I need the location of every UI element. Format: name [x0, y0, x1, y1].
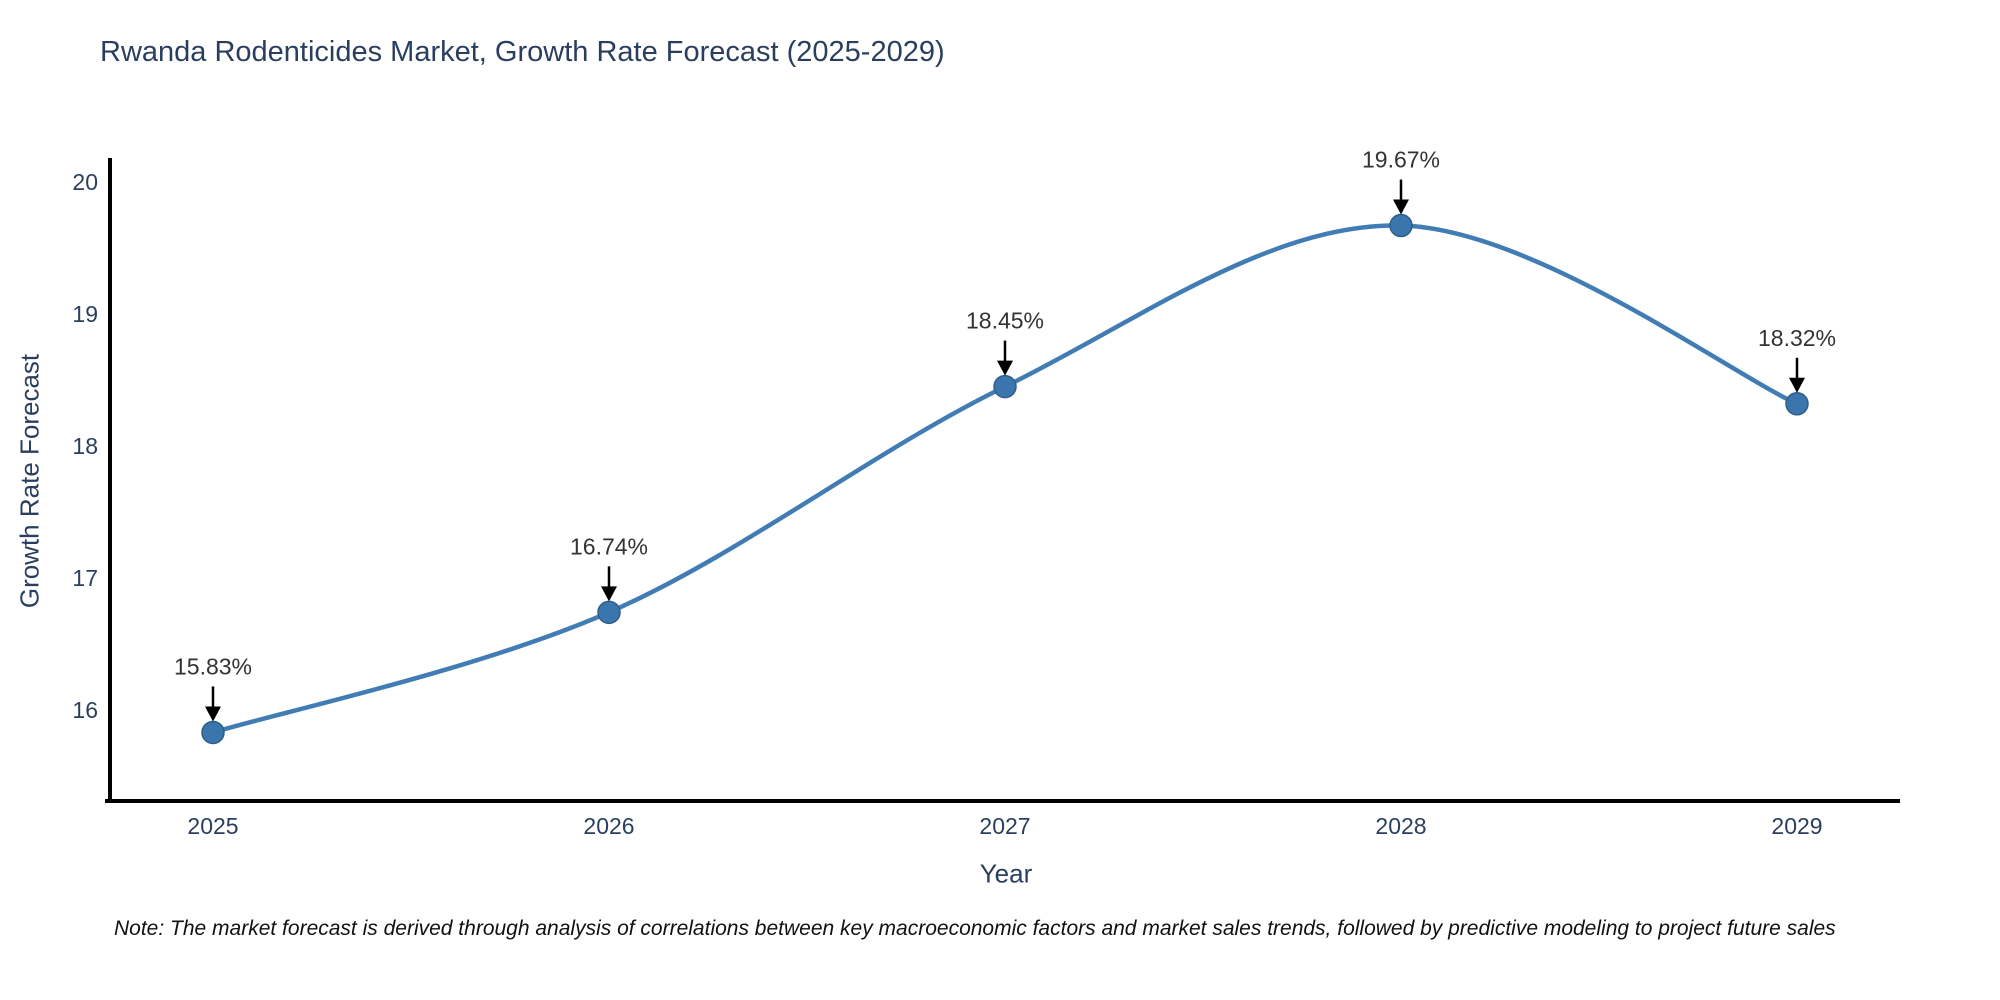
x-tick-label: 2028	[1375, 813, 1426, 839]
y-tick-label: 19	[72, 301, 98, 327]
tick-labels: 16 17 18 19 20 2025 2026 2027 2028 2029	[72, 169, 1822, 839]
data-point-marker[interactable]	[201, 720, 225, 745]
annotation-arrowhead	[601, 586, 617, 602]
footnote: Note: The market forecast is derived thr…	[114, 917, 1836, 940]
y-tick-label: 20	[72, 169, 98, 195]
y-tick-label: 18	[72, 433, 98, 459]
forecast-line-path	[210, 223, 1800, 735]
data-point-marker[interactable]	[1785, 392, 1809, 416]
annotation-arrowhead	[1789, 377, 1805, 393]
x-tick-label: 2029	[1771, 813, 1822, 839]
chart-title: Rwanda Rodenticides Market, Growth Rate …	[100, 36, 945, 68]
y-tick-label: 16	[72, 697, 98, 723]
x-tick-label: 2027	[979, 813, 1030, 839]
annotation-arrowhead	[1393, 199, 1409, 215]
point-value-label: 16.74%	[570, 533, 648, 559]
point-annotations: 15.83% 16.74% 18.45% 19.67% 18.32%	[174, 147, 1836, 722]
data-points	[201, 213, 1809, 745]
x-axis-title: Year	[979, 858, 1033, 889]
point-value-label: 18.32%	[1758, 325, 1836, 351]
point-value-label: 18.45%	[966, 308, 1044, 334]
point-value-label: 19.67%	[1362, 147, 1440, 173]
forecast-line	[210, 223, 1800, 735]
data-point-marker[interactable]	[1389, 213, 1413, 238]
axes	[105, 158, 1900, 803]
x-tick-label: 2025	[187, 813, 238, 839]
annotation-arrowhead	[997, 360, 1013, 376]
x-tick-label: 2026	[583, 813, 634, 839]
y-tick-label: 17	[72, 565, 98, 591]
data-point-marker[interactable]	[993, 374, 1017, 399]
point-value-label: 15.83%	[174, 653, 252, 679]
annotation-arrowhead	[205, 706, 221, 722]
data-point-marker[interactable]	[597, 600, 621, 625]
